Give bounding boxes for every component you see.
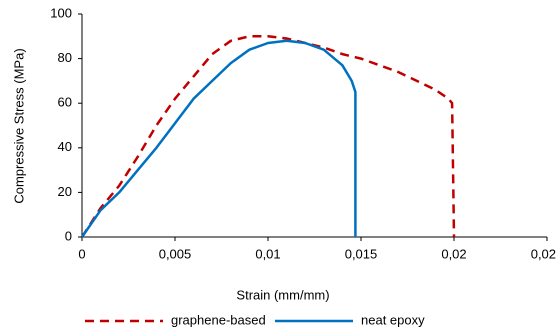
legend-label: neat epoxy xyxy=(361,312,425,327)
y-tick-label: 60 xyxy=(58,95,72,110)
x-tick-label: 0,025 xyxy=(531,246,556,261)
x-axis-title: Strain (mm/mm) xyxy=(236,287,329,302)
x-tick-label: 0,01 xyxy=(255,246,280,261)
x-tick-label: 0,005 xyxy=(159,246,192,261)
y-tick-label: 80 xyxy=(58,50,72,65)
x-tick-label: 0 xyxy=(78,246,85,261)
y-tick-label: 0 xyxy=(65,228,72,243)
x-tick-label: 0,02 xyxy=(441,246,466,261)
x-tick-label: 0,015 xyxy=(345,246,378,261)
y-tick-label: 20 xyxy=(58,184,72,199)
y-axis-title: Compressive Stress (MPa) xyxy=(11,48,26,203)
legend-label: graphene-based xyxy=(171,312,266,327)
data-line xyxy=(80,39,357,238)
y-tick-label: 40 xyxy=(58,139,72,154)
y-tick-label: 100 xyxy=(50,5,72,20)
data-line xyxy=(80,35,456,238)
